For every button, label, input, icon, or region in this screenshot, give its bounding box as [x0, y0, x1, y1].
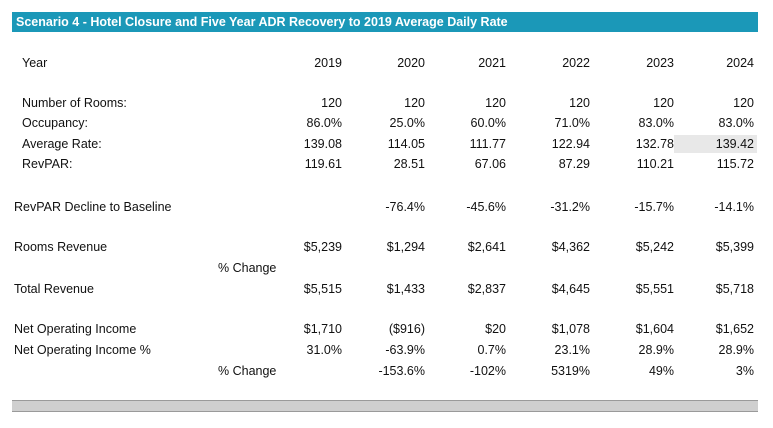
- row-label-average-rate: Average Rate:: [22, 137, 102, 151]
- cell: $1,294: [386, 240, 425, 254]
- cell: $1,710: [303, 322, 342, 336]
- cell: $5,551: [635, 282, 674, 296]
- row-label-total-revenue: Total Revenue: [14, 282, 94, 296]
- row-label-revpar: RevPAR:: [22, 157, 73, 171]
- cell: -76.4%: [385, 200, 425, 214]
- cell: $4,645: [551, 282, 590, 296]
- row-label-noi-pct: Net Operating Income %: [14, 343, 151, 357]
- cell: $2,641: [467, 240, 506, 254]
- cell: 120: [569, 96, 590, 110]
- cell: -15.7%: [634, 200, 674, 214]
- cell: 71.0%: [554, 116, 590, 130]
- row-label-pct-change: % Change: [218, 261, 277, 275]
- cell: 111.77: [469, 137, 506, 151]
- cell: 132.78: [635, 137, 674, 151]
- cell: 60.0%: [470, 116, 506, 130]
- table-row: Total Revenue $5,515 $1,433 $2,837 $4,64…: [0, 280, 773, 298]
- year-2023: 2023: [646, 56, 674, 70]
- cell: 87.29: [558, 157, 590, 171]
- year-2022: 2022: [562, 56, 590, 70]
- table-title: Scenario 4 - Hotel Closure and Five Year…: [12, 12, 758, 32]
- cell: 115.72: [716, 157, 754, 171]
- cell: 110.21: [636, 157, 674, 171]
- year-2021: 2021: [478, 56, 506, 70]
- cell: 120: [321, 96, 342, 110]
- cell: 114.05: [387, 137, 425, 151]
- cell: 120: [404, 96, 425, 110]
- cell: 83.0%: [638, 116, 674, 130]
- cell: $2,837: [467, 282, 506, 296]
- row-label-pct-change: % Change: [218, 364, 277, 378]
- row-label-noi: Net Operating Income: [14, 322, 137, 336]
- year-2020: 2020: [397, 56, 425, 70]
- selected-cell[interactable]: 139.42: [674, 135, 757, 153]
- cell: 120: [733, 96, 754, 110]
- table-row: Net Operating Income % 31.0% -63.9% 0.7%…: [0, 341, 773, 359]
- table-row: RevPAR: 119.61 28.51 67.06 87.29 110.21 …: [0, 155, 773, 173]
- table-row: % Change -153.6% -102% 5319% 49% 3%: [0, 362, 773, 380]
- year-2024: 2024: [726, 56, 754, 70]
- cell: 23.1%: [554, 343, 590, 357]
- cell: 86.0%: [306, 116, 342, 130]
- cell: $1,652: [715, 322, 754, 336]
- bottom-divider-bar: [12, 400, 758, 412]
- cell: 28.9%: [638, 343, 674, 357]
- cell: $5,718: [715, 282, 754, 296]
- row-label-rooms-revenue: Rooms Revenue: [14, 240, 108, 254]
- cell: ($916): [388, 322, 425, 336]
- cell: -102%: [469, 364, 506, 378]
- cell: $5,239: [303, 240, 342, 254]
- cell: 120: [485, 96, 506, 110]
- cell: $5,515: [303, 282, 342, 296]
- table-row: Average Rate: 139.08 114.05 111.77 122.9…: [0, 135, 773, 153]
- cell: 67.06: [474, 157, 506, 171]
- cell: $20: [485, 322, 506, 336]
- row-label-revpar-decline: RevPAR Decline to Baseline: [14, 200, 172, 214]
- cell: 0.7%: [477, 343, 507, 357]
- cell: 122.94: [551, 137, 590, 151]
- cell: 28.9%: [718, 343, 754, 357]
- row-label-occupancy: Occupancy:: [22, 116, 89, 130]
- table-row: Rooms Revenue $5,239 $1,294 $2,641 $4,36…: [0, 238, 773, 256]
- table-row: Net Operating Income $1,710 ($916) $20 $…: [0, 320, 773, 338]
- cell: 28.51: [393, 157, 425, 171]
- cell: -153.6%: [378, 364, 425, 378]
- table-row: RevPAR Decline to Baseline -76.4% -45.6%…: [0, 198, 773, 216]
- table-row: % Change: [0, 259, 773, 277]
- year-2019: 2019: [314, 56, 342, 70]
- cell: 3%: [735, 364, 754, 378]
- row-label-rooms: Number of Rooms:: [22, 96, 127, 110]
- cell: 119.61: [304, 157, 342, 171]
- cell: $1,433: [386, 282, 425, 296]
- table-row: Number of Rooms: 120 120 120 120 120 120: [0, 94, 773, 112]
- cell: 139.08: [303, 137, 342, 151]
- year-header-label: Year: [22, 56, 48, 70]
- header-row: Year 2019 2020 2021 2022 2023 2024: [0, 54, 773, 72]
- cell: $5,242: [635, 240, 674, 254]
- cell: -63.9%: [385, 343, 425, 357]
- cell: $5,399: [715, 240, 754, 254]
- cell: 49%: [648, 364, 674, 378]
- cell: $1,078: [551, 322, 590, 336]
- cell: 25.0%: [389, 116, 425, 130]
- cell: -45.6%: [466, 200, 506, 214]
- cell: -31.2%: [550, 200, 590, 214]
- cell: $4,362: [551, 240, 590, 254]
- table-row: Occupancy: 86.0% 25.0% 60.0% 71.0% 83.0%…: [0, 114, 773, 132]
- cell: -14.1%: [714, 200, 754, 214]
- cell: 5319%: [551, 364, 590, 378]
- cell: 31.0%: [306, 343, 342, 357]
- cell: $1,604: [635, 322, 674, 336]
- cell: 83.0%: [718, 116, 754, 130]
- cell: 120: [653, 96, 674, 110]
